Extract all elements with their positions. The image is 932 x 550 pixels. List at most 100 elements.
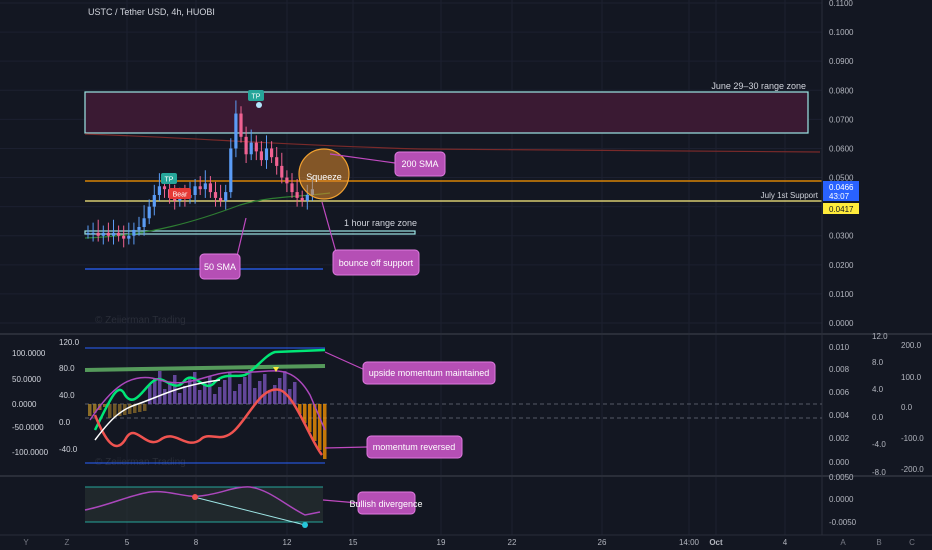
momentum-bar <box>228 373 232 404</box>
candle-body <box>132 229 136 236</box>
momentum-bar <box>138 404 142 412</box>
momentum-bar <box>238 384 242 404</box>
divergence-right-tick: 0.0000 <box>829 495 854 504</box>
momentum-right2-tick: -8.0 <box>872 468 886 477</box>
divergence-dot-red <box>192 494 198 500</box>
momentum-red-wave <box>93 388 323 456</box>
momentum-right3-tick: 200.0 <box>901 341 922 350</box>
momentum-bar <box>303 404 307 423</box>
divergence-right-axis: 0.0050 0.0000 -0.0050 <box>829 473 857 527</box>
candle-body <box>213 192 218 198</box>
candle-body <box>290 183 294 193</box>
momentum-bar <box>133 404 137 413</box>
tp-top-label: TP <box>252 94 261 101</box>
momentum-inner-tick: 120.0 <box>59 338 80 347</box>
june-range-zone <box>84 91 809 134</box>
candle-body <box>229 148 233 193</box>
sma200-callout-pointer <box>329 153 396 164</box>
time-label: Oct <box>709 538 723 547</box>
candle-body <box>106 232 110 236</box>
candle-body <box>259 151 263 161</box>
candle-body <box>198 186 202 190</box>
sma50-callout-pointer <box>236 217 247 257</box>
toolbar-button[interactable]: B <box>876 538 881 547</box>
divergence-dot-cyan <box>302 522 308 528</box>
price-tick: 0.1000 <box>829 28 854 37</box>
reversed-callout-pointer <box>324 446 368 449</box>
tp-top-badge <box>248 90 264 101</box>
momentum-right-axis-1: 0.010 0.008 0.006 0.004 0.002 0.000 <box>829 343 850 467</box>
candle-body <box>203 183 207 190</box>
momentum-right2-tick: 8.0 <box>872 358 884 367</box>
toolbar-button[interactable]: Z <box>65 538 70 547</box>
candle-body <box>127 235 131 239</box>
momentum-bar <box>143 404 147 411</box>
bounce-callout <box>332 249 420 276</box>
momentum-left-tick: 50.0000 <box>12 375 41 384</box>
sma200-callout <box>394 151 446 177</box>
momentum-right1-tick: 0.006 <box>829 388 850 397</box>
price-tick: 0.0900 <box>829 57 854 66</box>
hour-range-label: 1 hour range zone <box>344 218 417 228</box>
momentum-bar <box>103 404 107 407</box>
momentum-bar <box>153 378 157 404</box>
momentum-bar <box>323 404 327 459</box>
chart-title: USTC / Tether USD, 4h, HUOBI <box>88 7 215 17</box>
squeeze-label: Squeeze <box>306 172 342 182</box>
candle-body <box>249 142 253 155</box>
divergence-trend <box>193 496 306 526</box>
momentum-right1-tick: 0.004 <box>829 411 850 420</box>
momentum-bar <box>163 389 167 404</box>
momentum-bar <box>253 388 257 404</box>
momentum-bar <box>318 404 322 450</box>
price-axis[interactable]: 0.1100 0.1000 0.0900 0.0800 0.0700 0.0600 0.05… <box>829 0 854 328</box>
tp-top-dot <box>256 102 262 108</box>
momentum-bar <box>148 385 152 404</box>
support-price-badge <box>823 203 859 214</box>
momentum-right1-tick: 0.010 <box>829 343 850 352</box>
toolbar-button[interactable]: Y <box>23 538 29 547</box>
candle-body <box>305 195 309 201</box>
momentum-bar <box>298 404 302 414</box>
momentum-bar <box>213 394 217 404</box>
momentum-right1-tick: 0.008 <box>829 365 850 374</box>
reversed-callout-text: momentum reversed <box>373 442 456 452</box>
time-label: 22 <box>508 538 517 547</box>
time-label: 15 <box>349 538 358 547</box>
toolbar-button[interactable]: A <box>840 538 846 547</box>
momentum-bar <box>158 371 162 404</box>
candle-body <box>208 183 212 193</box>
momentum-right1-tick: 0.000 <box>829 458 850 467</box>
price-tick: 0.0600 <box>829 144 854 153</box>
momentum-right3-tick: 100.0 <box>901 373 922 382</box>
momentum-bar <box>128 404 132 414</box>
momentum-right3-tick: 0.0 <box>901 403 913 412</box>
candle-body <box>147 206 151 219</box>
time-label: 5 <box>125 538 130 547</box>
momentum-right2-tick: 12.0 <box>872 332 888 341</box>
candle-body <box>193 186 197 195</box>
momentum-bar <box>243 377 247 404</box>
bear-badge <box>169 188 191 199</box>
momentum-bar <box>258 381 262 404</box>
candle-body <box>234 113 238 149</box>
sma200-line <box>84 133 821 153</box>
candle-body <box>285 177 289 184</box>
momentum-bar <box>308 404 312 432</box>
candle-body <box>137 227 141 230</box>
candle-body <box>224 192 228 201</box>
candle-body <box>280 165 284 178</box>
time-axis[interactable]: 5 8 12 15 19 22 26 14:00 Oct 4 <box>125 538 788 547</box>
time-label: 14:00 <box>679 538 700 547</box>
momentum-right1-tick: 0.002 <box>829 434 850 443</box>
bear-label: Bear <box>173 192 188 199</box>
toolbar-button[interactable]: C <box>909 538 915 547</box>
watermark-main: © Zeiierman Trading <box>95 315 186 326</box>
momentum-bar <box>268 392 272 404</box>
price-tick: 0.0300 <box>829 232 854 241</box>
last-price-value: 0.0466 <box>829 183 854 192</box>
momentum-left-tick: 0.0000 <box>12 400 37 409</box>
candle-body <box>86 232 90 234</box>
